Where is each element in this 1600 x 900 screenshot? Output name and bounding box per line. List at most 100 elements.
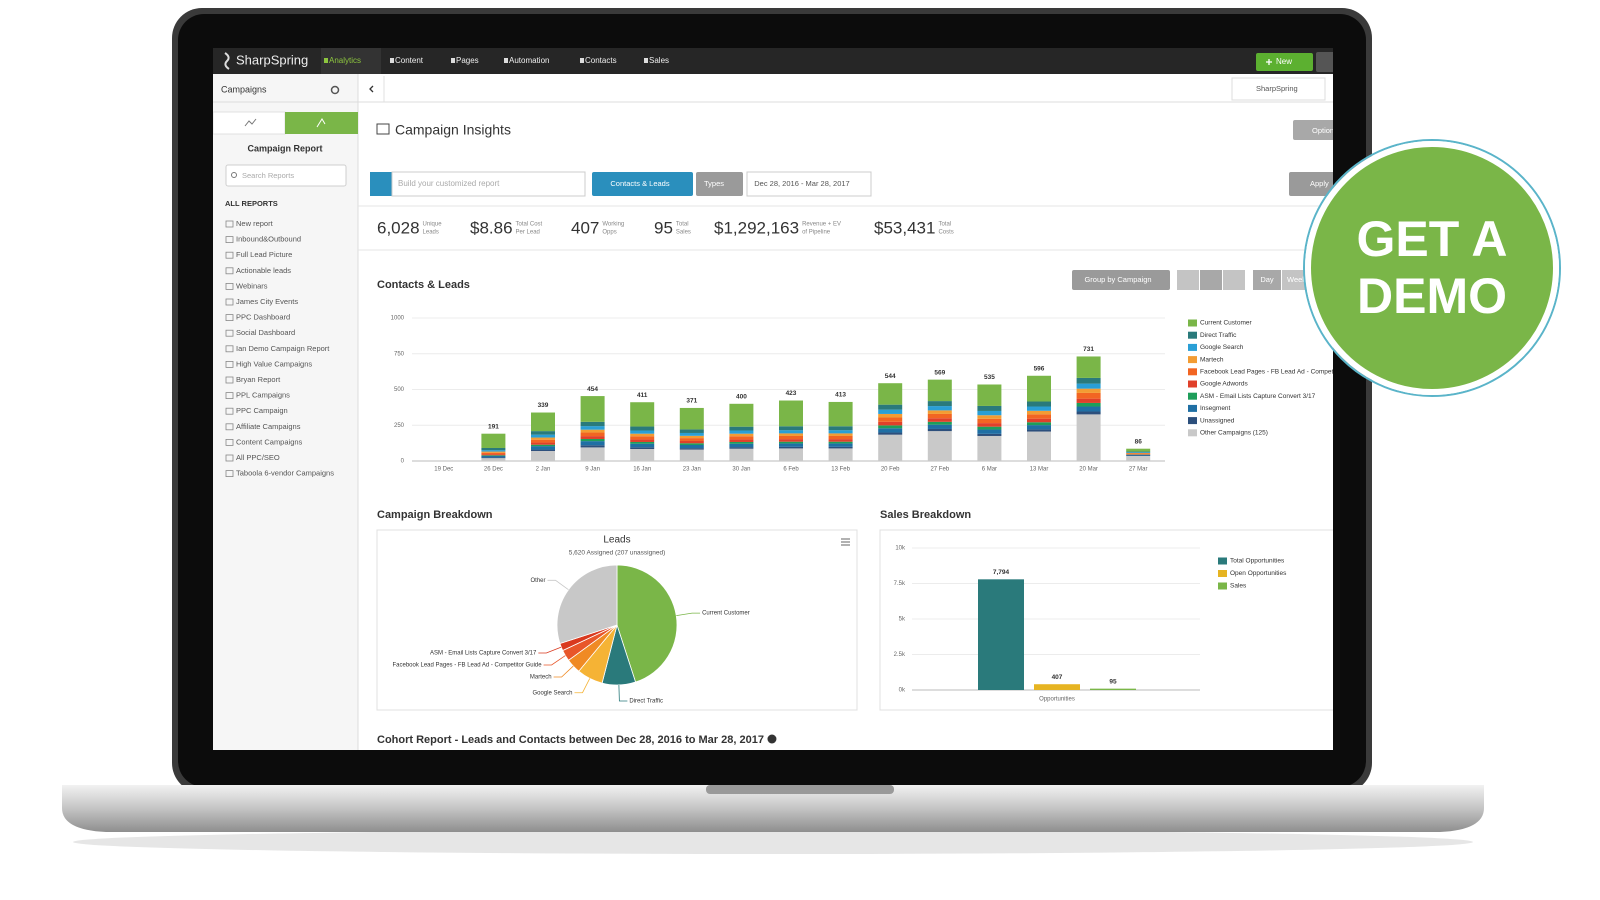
legend-label: Total Opportunities — [1230, 558, 1285, 565]
types-label[interactable]: Types — [704, 179, 724, 188]
bar-segment — [630, 436, 655, 440]
bar-segment — [481, 447, 506, 451]
apply-button[interactable] — [1289, 172, 1344, 196]
bar-segment — [531, 412, 555, 432]
tab[interactable] — [213, 111, 286, 135]
tab-active[interactable] — [285, 112, 358, 134]
bar-segment — [481, 451, 506, 453]
new-label[interactable]: New — [1276, 57, 1292, 66]
day-label[interactable]: Day — [1260, 275, 1274, 284]
account-name[interactable]: SharpSpring — [1256, 84, 1298, 93]
chart-style-button[interactable] — [1223, 270, 1245, 290]
bar-segment — [927, 428, 952, 432]
report-icon — [225, 267, 234, 275]
search-placeholder[interactable]: Search Reports — [242, 171, 294, 180]
report-icon-button[interactable] — [370, 172, 392, 196]
week-label[interactable]: Week — [1287, 275, 1306, 284]
user-button[interactable] — [1316, 52, 1336, 72]
pie-panel — [376, 529, 858, 711]
bar-segment — [1076, 356, 1101, 378]
nav-item[interactable]: Sales — [649, 56, 669, 65]
date-range-label[interactable]: Dec 28, 2016 - Mar 28, 2017 — [754, 179, 849, 188]
account-select[interactable] — [1231, 77, 1326, 101]
y-tick-label: 500 — [394, 387, 405, 393]
bar-segment — [779, 400, 803, 427]
search-box[interactable] — [225, 164, 347, 187]
report-link[interactable]: Affiliate Campaigns — [236, 422, 301, 431]
kpi-value: 407 — [571, 218, 599, 237]
nav-item[interactable]: Pages — [456, 56, 479, 65]
x-tick-label: 6 Feb — [783, 467, 799, 473]
date-range[interactable] — [746, 171, 872, 197]
nav-item[interactable]: Contacts — [585, 56, 617, 65]
bar-segment — [630, 433, 655, 437]
bar-segment — [481, 458, 506, 461]
report-link[interactable]: Taboola 6-vendor Campaigns — [236, 469, 334, 478]
chart-style-button[interactable] — [1200, 270, 1222, 290]
cta-button[interactable] — [1305, 141, 1559, 395]
legend-swatch — [1188, 380, 1197, 388]
nav-item[interactable]: Automation — [509, 56, 549, 65]
cta-label[interactable]: DEMO — [1357, 268, 1507, 324]
bar-segment — [779, 433, 803, 436]
bar-segment — [1126, 455, 1151, 461]
report-link[interactable]: Actionable leads — [236, 266, 291, 275]
group-by-button[interactable] — [1072, 270, 1170, 290]
type-label[interactable]: Contacts & Leads — [610, 179, 669, 188]
report-link[interactable]: James City Events — [236, 297, 298, 306]
cta-label[interactable]: GET A — [1357, 211, 1508, 267]
menu-icon[interactable] — [841, 538, 850, 546]
apply-label[interactable]: Apply — [1310, 179, 1329, 188]
report-link[interactable]: High Value Campaigns — [236, 359, 312, 368]
report-link[interactable]: Inbound&Outbound — [236, 235, 301, 244]
bar-segment — [878, 413, 903, 418]
bar-segment — [1027, 429, 1051, 432]
nav-item[interactable]: Analytics — [329, 56, 361, 65]
bar-segment — [828, 446, 853, 449]
report-link[interactable]: Bryan Report — [236, 375, 281, 384]
report-link[interactable]: PPL Campaigns — [236, 391, 290, 400]
report-placeholder[interactable]: Build your customized report — [398, 179, 500, 188]
bar-segment — [1126, 452, 1151, 453]
day-button[interactable] — [1253, 270, 1281, 290]
plus-icon — [1266, 59, 1272, 65]
bar-segment — [630, 447, 655, 449]
report-link[interactable]: Content Campaigns — [236, 437, 303, 446]
bar-segment — [878, 409, 903, 414]
cta-ring — [1303, 139, 1561, 397]
bar-segment — [1076, 414, 1101, 461]
report-link[interactable]: New report — [236, 219, 274, 228]
report-link[interactable]: Social Dashboard — [236, 328, 295, 337]
new-button[interactable] — [1256, 53, 1313, 71]
report-link[interactable]: PPC Dashboard — [236, 313, 290, 322]
total-label: 86 — [1135, 438, 1143, 445]
nav-item[interactable]: Content — [395, 56, 424, 65]
bar-segment — [630, 430, 655, 434]
gear-icon[interactable] — [330, 85, 340, 95]
report-icon — [225, 392, 234, 400]
report-link[interactable]: PPC Campaign — [236, 406, 288, 415]
collapse-icon[interactable] — [369, 85, 374, 93]
report-select[interactable] — [391, 171, 586, 197]
group-by-label[interactable]: Group by Campaign — [1084, 275, 1151, 284]
types-button[interactable] — [696, 172, 743, 196]
report-link[interactable]: Full Lead Picture — [236, 250, 292, 259]
legend-swatch — [1218, 582, 1227, 590]
x-tick-label: 9 Jan — [585, 467, 600, 473]
x-tick-label: Opportunities — [1039, 697, 1075, 703]
report-link[interactable]: Ian Demo Campaign Report — [236, 344, 330, 353]
options-label[interactable]: Options — [1312, 126, 1338, 135]
kpi-value: 95 — [654, 218, 673, 237]
total-label: 731 — [1083, 346, 1094, 353]
chart-style-button[interactable] — [1177, 270, 1199, 290]
options-button[interactable] — [1293, 120, 1343, 140]
bar-segment — [580, 429, 605, 433]
report-link[interactable]: Webinars — [236, 281, 268, 290]
x-tick-label: 26 Dec — [484, 467, 503, 473]
kpi-label: Working — [602, 222, 624, 228]
report-link[interactable]: All PPC/SEO — [236, 453, 280, 462]
type-button[interactable] — [592, 172, 693, 196]
bar-segment — [481, 455, 506, 456]
y-tick-label: 250 — [394, 423, 405, 429]
section-title: ALL REPORTS — [225, 199, 278, 208]
